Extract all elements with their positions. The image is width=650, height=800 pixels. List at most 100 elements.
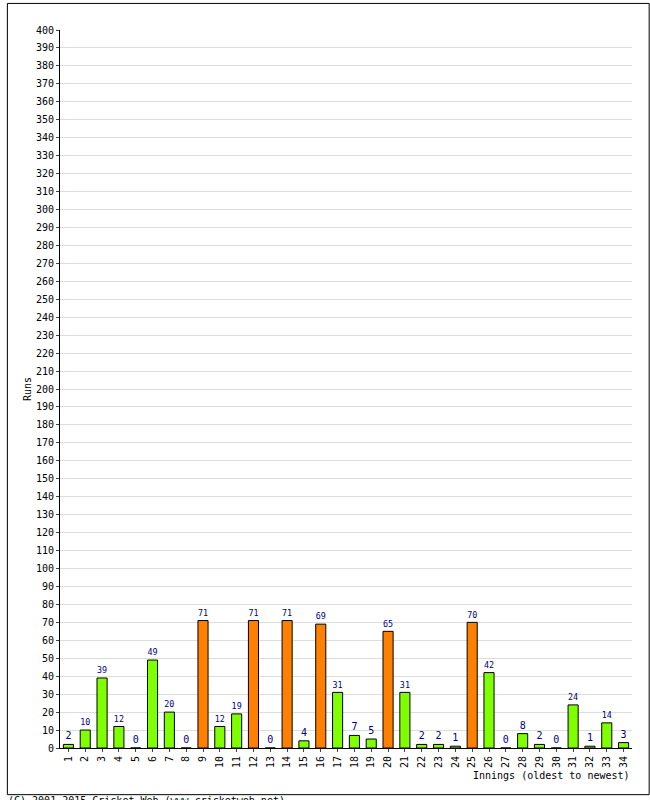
svg-text:14: 14 (602, 710, 612, 720)
svg-text:30: 30 (551, 756, 562, 768)
svg-text:1: 1 (587, 732, 593, 743)
svg-text:150: 150 (36, 473, 54, 484)
svg-text:32: 32 (584, 756, 595, 768)
svg-text:14: 14 (281, 756, 292, 768)
svg-text:29: 29 (534, 756, 545, 768)
svg-text:140: 140 (36, 491, 54, 502)
svg-text:380: 380 (36, 60, 54, 71)
svg-text:69: 69 (316, 611, 326, 621)
svg-text:42: 42 (484, 660, 494, 670)
svg-text:3: 3 (621, 729, 627, 740)
svg-text:190: 190 (36, 401, 54, 412)
svg-text:0: 0 (267, 734, 273, 745)
svg-text:100: 100 (36, 563, 54, 574)
svg-text:0: 0 (133, 734, 139, 745)
svg-text:270: 270 (36, 258, 54, 269)
svg-text:23: 23 (433, 756, 444, 768)
svg-text:180: 180 (36, 419, 54, 430)
svg-text:260: 260 (36, 276, 54, 287)
svg-text:60: 60 (42, 635, 54, 646)
svg-text:(C) 2001-2015 Cricket Web (www: (C) 2001-2015 Cricket Web (www.cricketwe… (8, 795, 285, 800)
svg-text:50: 50 (42, 653, 54, 664)
svg-text:10: 10 (42, 725, 54, 736)
svg-text:71: 71 (248, 608, 258, 618)
svg-text:15: 15 (298, 756, 309, 768)
svg-text:12: 12 (248, 756, 259, 768)
svg-text:200: 200 (36, 384, 54, 395)
svg-text:12: 12 (114, 714, 124, 724)
svg-text:210: 210 (36, 366, 54, 377)
svg-text:300: 300 (36, 204, 54, 215)
svg-text:5: 5 (368, 725, 374, 736)
svg-text:4: 4 (301, 727, 307, 738)
svg-text:16: 16 (315, 756, 326, 768)
svg-text:11: 11 (231, 756, 242, 768)
svg-text:330: 330 (36, 150, 54, 161)
svg-text:Innings (oldest to newest): Innings (oldest to newest) (473, 770, 630, 781)
svg-text:71: 71 (198, 608, 208, 618)
svg-text:22: 22 (416, 756, 427, 768)
svg-text:70: 70 (467, 610, 477, 620)
svg-text:21: 21 (399, 756, 410, 768)
svg-text:320: 320 (36, 168, 54, 179)
svg-text:49: 49 (147, 647, 157, 657)
svg-text:2: 2 (419, 730, 425, 741)
svg-text:6: 6 (147, 756, 158, 762)
svg-text:160: 160 (36, 455, 54, 466)
svg-text:10: 10 (214, 756, 225, 768)
svg-text:280: 280 (36, 240, 54, 251)
svg-text:Runs: Runs (22, 377, 33, 401)
svg-text:10: 10 (80, 717, 90, 727)
svg-text:2: 2 (79, 756, 90, 762)
svg-text:18: 18 (349, 756, 360, 768)
svg-text:31: 31 (567, 756, 578, 768)
svg-text:1: 1 (452, 732, 458, 743)
svg-text:13: 13 (265, 756, 276, 768)
svg-text:390: 390 (36, 42, 54, 53)
svg-text:70: 70 (42, 617, 54, 628)
svg-text:0: 0 (553, 734, 559, 745)
svg-text:20: 20 (42, 707, 54, 718)
svg-text:24: 24 (450, 756, 461, 768)
svg-text:40: 40 (42, 671, 54, 682)
svg-text:71: 71 (282, 608, 292, 618)
svg-text:400: 400 (36, 25, 54, 36)
svg-text:110: 110 (36, 545, 54, 556)
svg-text:7: 7 (351, 721, 357, 732)
svg-text:370: 370 (36, 78, 54, 89)
svg-text:34: 34 (618, 756, 629, 768)
svg-text:5: 5 (130, 756, 141, 762)
svg-text:340: 340 (36, 132, 54, 143)
svg-text:80: 80 (42, 599, 54, 610)
svg-text:220: 220 (36, 348, 54, 359)
svg-text:0: 0 (503, 734, 509, 745)
svg-text:3: 3 (96, 756, 107, 762)
svg-text:250: 250 (36, 294, 54, 305)
svg-text:4: 4 (113, 756, 124, 762)
svg-text:230: 230 (36, 330, 54, 341)
svg-text:310: 310 (36, 186, 54, 197)
svg-text:8: 8 (520, 720, 526, 731)
svg-text:120: 120 (36, 527, 54, 538)
svg-text:2: 2 (436, 730, 442, 741)
svg-text:12: 12 (215, 714, 225, 724)
svg-text:350: 350 (36, 114, 54, 125)
svg-text:20: 20 (164, 699, 174, 709)
svg-text:39: 39 (97, 665, 107, 675)
svg-text:19: 19 (365, 756, 376, 768)
svg-text:360: 360 (36, 96, 54, 107)
svg-text:90: 90 (42, 581, 54, 592)
svg-text:28: 28 (517, 756, 528, 768)
svg-text:31: 31 (333, 680, 343, 690)
svg-text:9: 9 (197, 756, 208, 762)
svg-text:2: 2 (536, 730, 542, 741)
svg-text:24: 24 (568, 692, 578, 702)
svg-text:8: 8 (180, 756, 191, 762)
svg-text:27: 27 (500, 756, 511, 768)
svg-text:7: 7 (164, 756, 175, 762)
svg-text:17: 17 (332, 756, 343, 768)
svg-text:20: 20 (382, 756, 393, 768)
svg-text:2: 2 (65, 730, 71, 741)
svg-text:65: 65 (383, 619, 393, 629)
svg-text:1: 1 (63, 756, 74, 762)
